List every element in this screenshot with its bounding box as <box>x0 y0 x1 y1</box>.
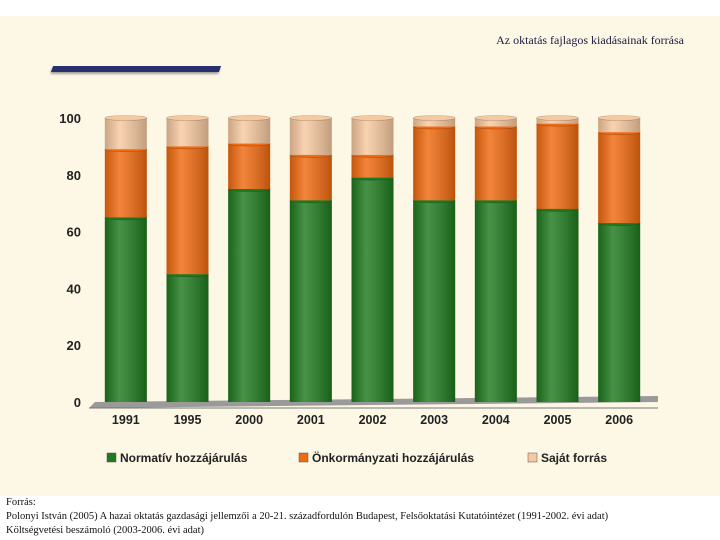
x-tick-label: 1991 <box>112 413 140 427</box>
source-note: Forrás: Polonyi István (2005) A hazai ok… <box>0 496 720 540</box>
segment-cap <box>536 115 579 121</box>
bar-shine <box>228 143 271 189</box>
segment-cap <box>166 115 209 121</box>
x-tick-label: 2000 <box>235 413 263 427</box>
segment-cap <box>289 115 333 121</box>
bar-shine <box>228 118 271 144</box>
bar-shine <box>413 118 456 127</box>
legend-label: Normatív hozzájárulás <box>120 451 248 465</box>
y-tick-label: 0 <box>74 395 81 410</box>
bar-shine <box>104 118 147 150</box>
bar-shine <box>351 154 394 178</box>
x-axis: 1991 1995 2000 2001 2002 2003 2004 2005 2006 <box>112 413 633 427</box>
bar-shine <box>536 118 579 124</box>
bar-shine <box>228 189 271 402</box>
y-axis: 0 20 40 60 80 100 <box>59 111 81 410</box>
slide-title: Az oktatás fajlagos kiadásainak forrása <box>496 33 684 47</box>
bar-shine <box>351 118 394 155</box>
bar-shine <box>289 200 332 402</box>
segment-cap <box>104 115 148 121</box>
segment-cap <box>474 115 518 121</box>
y-tick-label: 100 <box>59 111 81 126</box>
bar-shine <box>474 126 517 201</box>
legend-swatch <box>298 452 309 463</box>
bar-shine <box>289 118 332 155</box>
bar-shine <box>536 123 579 209</box>
bar-shine <box>166 118 209 147</box>
segment-cap <box>227 115 271 121</box>
bar-shine <box>474 118 517 127</box>
source-line-1: Polonyi István (2005) A hazai oktatás ga… <box>6 511 609 522</box>
bar-shine <box>104 217 147 402</box>
x-tick-label: 2003 <box>420 413 448 427</box>
y-tick-label: 20 <box>67 338 81 353</box>
legend-swatch <box>106 452 117 463</box>
x-tick-label: 2001 <box>297 413 325 427</box>
x-tick-label: 2002 <box>359 413 387 427</box>
top-strip <box>0 0 720 16</box>
x-tick-label: 2004 <box>482 413 510 427</box>
legend-label: Önkormányzati hozzájárulás <box>312 450 474 465</box>
bars <box>104 115 641 402</box>
bar-shine <box>474 200 517 402</box>
bar-shine <box>289 154 332 201</box>
bar-shine <box>351 177 394 402</box>
bar-shine <box>166 274 209 402</box>
legend-swatch <box>527 452 538 463</box>
x-tick-label: 2006 <box>605 413 633 427</box>
bar-shine <box>413 200 456 402</box>
segment-cap <box>412 115 456 121</box>
x-tick-label: 2005 <box>544 413 572 427</box>
bar-shine <box>536 208 579 402</box>
bar-shine <box>598 223 641 402</box>
bar-shine <box>598 118 641 133</box>
x-tick-label: 1995 <box>174 413 202 427</box>
source-heading: Forrás: <box>6 497 36 508</box>
stacked-bar-chart: 0 20 40 60 80 100 1991 1995 2000 2001 2002 2003 200… <box>59 111 658 465</box>
bar-shine <box>166 146 209 275</box>
legend: Normatív hozzájárulás Önkormányzati hozzá… <box>106 450 607 465</box>
bar-shine <box>413 126 456 201</box>
y-tick-label: 80 <box>67 168 81 183</box>
y-tick-label: 60 <box>67 225 81 240</box>
bar-shine <box>598 132 641 224</box>
segment-cap <box>597 115 641 121</box>
y-tick-label: 40 <box>67 281 81 296</box>
segment-cap <box>351 115 394 121</box>
legend-label: Saját forrás <box>541 451 607 465</box>
source-line-2: Költségvetési beszámoló (2003-2006. évi … <box>6 525 204 536</box>
bar-shine <box>104 149 147 218</box>
